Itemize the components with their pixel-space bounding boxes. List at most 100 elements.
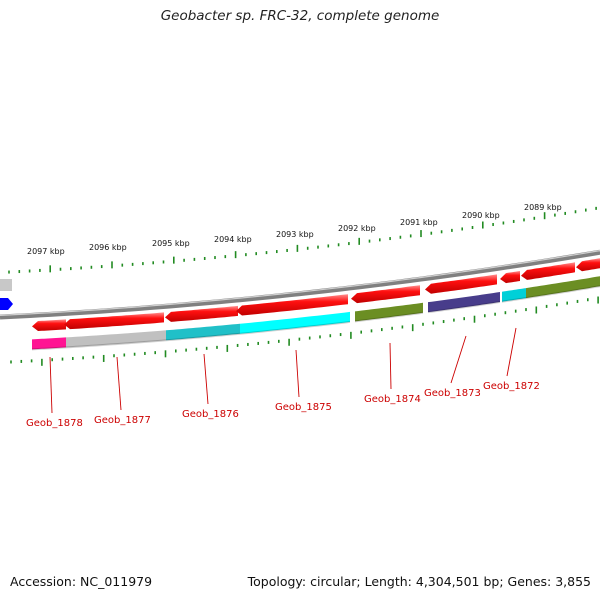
outer-minor-tick [430,231,433,235]
gene-band [355,302,423,322]
inner-minor-tick [329,334,332,338]
outer-minor-tick [286,248,288,252]
inner-major-tick [597,296,599,304]
cds-arrow [425,274,497,294]
inner-minor-tick [545,304,548,308]
gene-band-shade [526,285,600,300]
leader-line [49,356,53,414]
tick-label-2: 2095 kbp [152,239,190,248]
gene-labels: Geob_1878 Geob_1877 Geob_1876 Geob_1875 … [26,381,540,429]
inner-minor-tick [576,299,579,303]
inner-minor-tick [463,317,465,321]
gene-band-shade [166,332,240,342]
cds-arrow [521,262,575,280]
outer-minor-tick [574,210,577,214]
cds-arrow [64,312,164,330]
leader-line [389,342,392,390]
gene-band [166,323,240,341]
leader-line [203,353,209,405]
outer-minor-tick [440,230,443,234]
genome-backbone [0,249,600,320]
tick-label-1: 2096 kbp [89,243,127,252]
outer-major-tick [296,244,299,252]
inner-minor-tick [391,326,393,330]
outer-minor-tick [471,225,474,229]
backbone-highlight [0,250,600,316]
inner-minor-tick [82,356,84,360]
gene-label-geob-1875: Geob_1875 [275,402,332,413]
inner-minor-tick [422,322,424,326]
leader-line [450,335,467,384]
tick-label-0: 2097 kbp [27,247,65,256]
inner-major-tick [350,331,352,339]
inner-minor-tick [113,354,115,358]
inner-minor-tick [556,303,558,307]
outer-minor-tick [224,255,227,259]
outer-minor-tick [80,266,82,270]
inner-minor-tick [175,349,177,353]
outer-minor-tick [461,227,463,231]
tick-label-3: 2094 kbp [214,235,252,244]
outer-minor-tick [451,228,453,232]
outer-tick-ring [8,206,597,274]
outer-minor-tick [152,261,154,265]
inner-minor-tick [278,339,280,343]
inner-minor-tick [319,335,321,339]
outer-minor-tick [193,257,196,261]
cds-arrow [351,285,420,304]
gene-label-geob-1878: Geob_1878 [26,418,83,429]
outer-major-tick [358,237,360,245]
outer-minor-tick [131,262,134,266]
gene-band-shade [502,297,526,303]
gene-band [502,288,526,302]
inner-minor-tick [442,320,445,324]
outer-minor-tick [533,216,536,220]
outer-major-tick [420,230,422,238]
outer-major-tick [482,221,484,229]
inner-minor-tick [216,345,218,349]
gene-label-geob-1873: Geob_1873 [424,388,481,399]
cds-track [32,258,600,331]
outer-minor-tick [379,238,381,242]
outer-minor-tick [306,246,309,250]
inner-minor-tick [453,318,455,322]
inner-minor-tick [339,333,342,337]
gene-label-geob-1877: Geob_1877 [94,415,151,426]
inner-major-tick [288,338,290,346]
inner-minor-tick [72,356,74,360]
gene-band [32,337,66,350]
outer-minor-tick [348,242,350,246]
inner-major-tick [226,344,229,352]
gene-band-shade [428,301,500,314]
inner-minor-tick [154,351,156,355]
inner-minor-tick [566,301,568,305]
inner-major-tick [102,354,105,362]
outer-minor-tick [595,206,597,210]
tick-label-8: 2089 kbp [524,203,562,212]
gene-label-leaders [49,327,517,414]
backbone-line [0,249,600,320]
outer-minor-tick [100,265,103,269]
inner-major-tick [473,315,476,323]
inner-minor-tick [185,348,187,352]
inner-minor-tick [123,353,126,357]
genome-summary-text: Topology: circular; Length: 4,304,501 bp… [247,574,591,589]
cds-arrow [500,271,520,284]
page-title: Geobacter sp. FRC-32, complete genome [160,8,440,24]
leader-line [295,349,300,398]
gene-band-shade [355,311,423,323]
tick-label-7: 2090 kbp [462,211,500,220]
leader-line [116,356,122,411]
outer-minor-tick [564,211,566,215]
inner-minor-tick [432,321,435,325]
inner-minor-tick [298,337,301,341]
inner-minor-tick [360,330,362,334]
gene-label-geob-1874: Geob_1874 [364,394,421,405]
inner-minor-tick [247,342,249,346]
inner-tick-ring [10,296,599,366]
outer-minor-tick [8,270,10,274]
outer-minor-tick [502,221,505,225]
inner-minor-tick [257,341,259,345]
inner-minor-tick [144,351,146,355]
